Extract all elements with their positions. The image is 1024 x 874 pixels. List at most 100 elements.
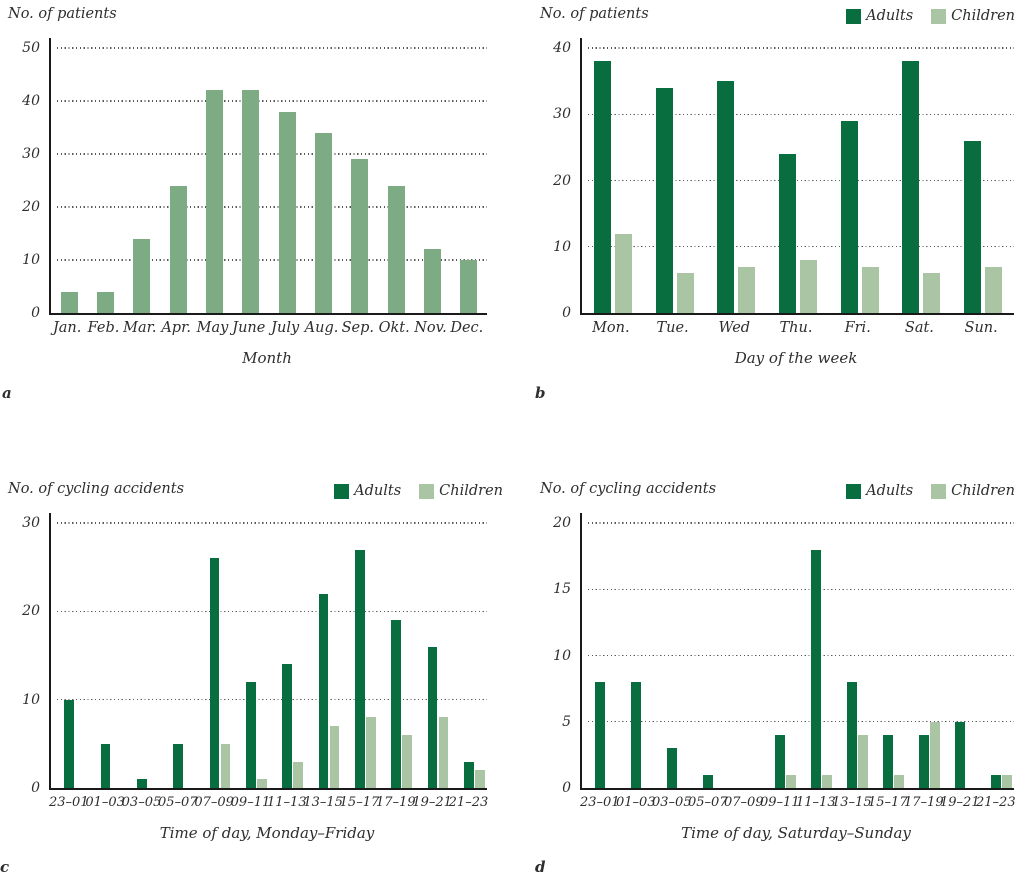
plot-area (580, 513, 1014, 790)
bar (60, 291, 78, 313)
bar-children (861, 266, 879, 313)
x-axis-label: 05–07 (688, 795, 728, 810)
legend-swatch-children (419, 483, 435, 499)
bar-adults (779, 154, 796, 313)
y-axis-label: 15 (553, 581, 571, 598)
gridline (57, 698, 487, 701)
bar-adults (631, 682, 641, 788)
gridline (57, 259, 487, 261)
bar-adults (667, 748, 677, 788)
bar-children (329, 726, 340, 788)
gridline (57, 522, 487, 524)
x-axis-labels: Jan. Feb. Mar. Apr. May June July Aug. Sep. Okt. N… (49, 320, 485, 338)
legend-label-adults: Adults (866, 8, 914, 24)
bar-children (402, 735, 412, 788)
bar-adults (883, 735, 893, 788)
x-axis-label: Mar. (123, 320, 157, 336)
x-axis-label: 11–13 (267, 795, 307, 810)
gridline (57, 153, 487, 155)
x-axis-label: 23–01 (580, 795, 620, 810)
bar-adults (703, 774, 713, 788)
bar-children (220, 743, 231, 788)
bar (97, 291, 114, 313)
legend-item-adults: Adults (846, 8, 913, 24)
x-axis-labels: 23–01 01–03 03–05 05–07 07–09 09–11 11–13 13–15… (580, 795, 1016, 813)
legend-item-adults: Adults (846, 483, 913, 499)
legend: Adults Children (846, 483, 1015, 499)
bar-adults (464, 761, 474, 788)
x-axis-label: 07–09 (724, 795, 764, 810)
bar-adults (100, 743, 111, 788)
y-axis-label: 0 (562, 780, 571, 796)
bar-adults (955, 721, 965, 788)
x-axis-label: Thu. (779, 320, 813, 336)
bar-adults (840, 120, 858, 313)
x-axis-label: Aug. (304, 320, 339, 336)
legend-label-adults: Adults (354, 483, 402, 499)
y-axis-label: 50 (22, 40, 40, 56)
plot-area (580, 38, 1014, 315)
x-axis-label: 05–07 (158, 795, 198, 810)
gridline (588, 113, 1014, 115)
legend-swatch-children (931, 8, 947, 24)
bar-adults (847, 682, 857, 788)
y-axis-label: 20 (22, 199, 40, 215)
x-axis-label: Wed (718, 320, 751, 336)
bar-children (858, 735, 868, 788)
x-axis-label: Okt. (378, 320, 410, 336)
x-axis-labels: Mon. Tue. Wed Thu. Fri. Sat. Sun. (580, 320, 1012, 338)
bar-adults (775, 735, 785, 788)
y-axis-label: 10 (553, 647, 571, 664)
x-axis-label: 19–21 (412, 795, 452, 810)
gridline (57, 206, 487, 208)
gridline (57, 47, 487, 49)
y-axis-label: 20 (553, 172, 571, 189)
panel-letter: d (535, 858, 546, 874)
bar-adults (919, 735, 929, 788)
x-axis-label: 15–17 (339, 795, 380, 810)
bar-children (985, 266, 1003, 313)
bar-children (800, 260, 817, 313)
gridline (57, 100, 487, 102)
x-axis-label: Fri. (844, 320, 871, 336)
bar (278, 111, 296, 313)
gridline (588, 179, 1014, 181)
x-axis-label: 03–05 (121, 795, 162, 810)
chart-panel-a: No. of patients 0 10 20 30 40 50 Jan. Feb. Mar. Ap… (0, 0, 512, 437)
legend-label-adults: Adults (866, 483, 914, 499)
legend-label-children: Children (439, 483, 503, 499)
bar-children (293, 761, 303, 788)
x-axis-label: Sun. (964, 320, 998, 336)
x-axis-label: 01–03 (85, 795, 125, 810)
x-axis-label: 17–19 (904, 795, 944, 810)
panel-letter: b (535, 384, 546, 402)
bar-adults (655, 87, 673, 313)
bar-adults (717, 81, 735, 313)
x-axis-label: Dec. (450, 320, 484, 336)
bar-children (257, 779, 267, 788)
x-axis-label: 09–11 (760, 795, 800, 810)
plot-area (49, 513, 487, 790)
bar (315, 132, 332, 313)
bar (242, 90, 260, 313)
gridline (57, 610, 487, 612)
x-axis-label: 23–01 (49, 795, 89, 810)
x-axis-label: Sat. (904, 320, 934, 336)
legend-item-children: Children (419, 483, 503, 499)
bar (351, 159, 369, 313)
y-axis-label: 10 (553, 238, 571, 255)
bar-adults (593, 61, 611, 313)
x-axis-label: July (271, 320, 300, 336)
bar-children (475, 770, 485, 788)
bar-adults (209, 558, 220, 788)
legend-label-children: Children (951, 8, 1015, 24)
bar-adults (173, 743, 183, 788)
x-axis-title: Month (242, 349, 292, 367)
x-axis-label: 11–13 (796, 795, 836, 810)
x-axis-label: 13–15 (832, 795, 872, 810)
legend: Adults Children (334, 483, 503, 499)
bar-adults (318, 593, 329, 788)
x-axis-title: Day of the week (734, 349, 858, 367)
y-axis-label: 30 (553, 106, 571, 123)
